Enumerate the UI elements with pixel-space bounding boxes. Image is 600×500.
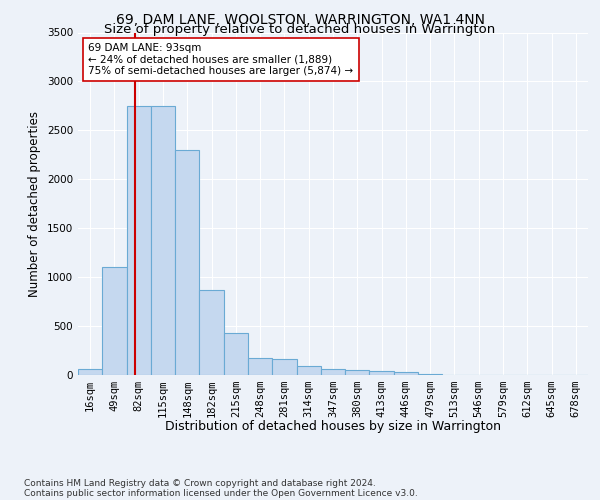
X-axis label: Distribution of detached houses by size in Warrington: Distribution of detached houses by size … — [165, 420, 501, 433]
Text: 69, DAM LANE, WOOLSTON, WARRINGTON, WA1 4NN: 69, DAM LANE, WOOLSTON, WARRINGTON, WA1 … — [115, 12, 485, 26]
Bar — [151, 106, 175, 375]
Bar — [127, 106, 151, 375]
Bar — [224, 333, 248, 375]
Bar — [345, 370, 370, 375]
Bar — [418, 374, 442, 375]
Bar — [272, 359, 296, 375]
Bar — [102, 268, 127, 375]
Bar — [78, 369, 102, 375]
Bar — [175, 150, 199, 375]
Bar — [321, 369, 345, 375]
Bar — [370, 371, 394, 375]
Text: 69 DAM LANE: 93sqm
← 24% of detached houses are smaller (1,889)
75% of semi-deta: 69 DAM LANE: 93sqm ← 24% of detached hou… — [88, 43, 353, 76]
Text: Size of property relative to detached houses in Warrington: Size of property relative to detached ho… — [104, 24, 496, 36]
Bar — [199, 290, 224, 375]
Text: Contains public sector information licensed under the Open Government Licence v3: Contains public sector information licen… — [24, 488, 418, 498]
Bar — [296, 366, 321, 375]
Bar — [248, 358, 272, 375]
Text: Contains HM Land Registry data © Crown copyright and database right 2024.: Contains HM Land Registry data © Crown c… — [24, 478, 376, 488]
Y-axis label: Number of detached properties: Number of detached properties — [28, 111, 41, 296]
Bar — [394, 372, 418, 375]
